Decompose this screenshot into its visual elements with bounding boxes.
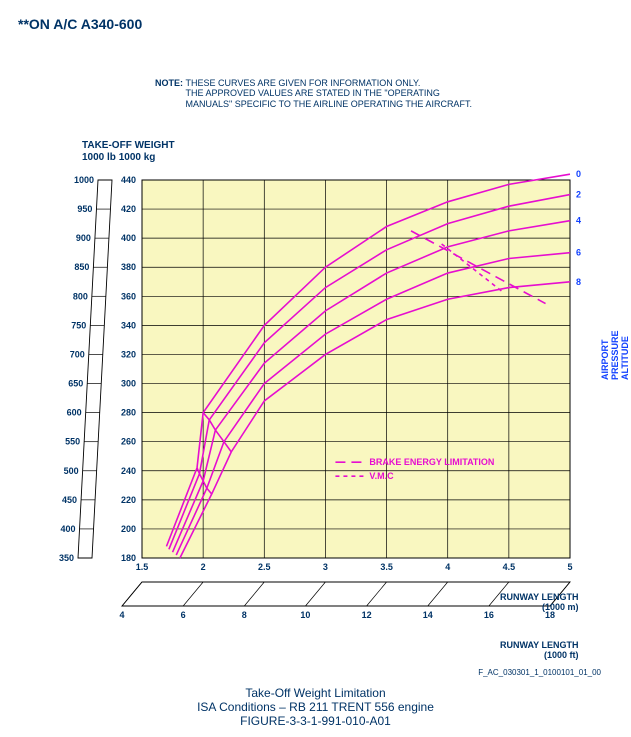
alt-tick: 6: [576, 248, 581, 258]
svg-text:320: 320: [121, 349, 136, 359]
svg-text:4: 4: [119, 610, 124, 620]
svg-text:400: 400: [61, 524, 76, 534]
svg-text:700: 700: [70, 349, 85, 359]
x-axis-label-m-1: RUNWAY LENGTH: [500, 592, 579, 602]
svg-text:300: 300: [121, 379, 136, 389]
chart: 1.522.533.544.55440420400380360340320300…: [0, 0, 631, 737]
svg-text:360: 360: [121, 291, 136, 301]
svg-text:750: 750: [71, 320, 86, 330]
svg-text:4.5: 4.5: [503, 562, 516, 572]
svg-text:10: 10: [300, 610, 310, 620]
svg-text:400: 400: [121, 233, 136, 243]
svg-text:350: 350: [59, 553, 74, 563]
caption-line-2: ISA Conditions – RB 211 TRENT 556 engine: [0, 700, 631, 714]
svg-text:2.5: 2.5: [258, 562, 271, 572]
svg-text:1.5: 1.5: [136, 562, 149, 572]
svg-text:380: 380: [121, 262, 136, 272]
svg-text:14: 14: [423, 610, 433, 620]
svg-text:8: 8: [242, 610, 247, 620]
x-axis-label-m: RUNWAY LENGTH (1000 m): [500, 592, 579, 612]
svg-text:950: 950: [77, 204, 92, 214]
svg-text:340: 340: [121, 320, 136, 330]
x-axis-label-m-2: (1000 m): [542, 602, 579, 612]
legend-brake-label: BRAKE ENERGY LIMITATION: [369, 457, 494, 467]
svg-text:12: 12: [362, 610, 372, 620]
svg-text:450: 450: [62, 495, 77, 505]
x-axis-label-ft: RUNWAY LENGTH (1000 ft): [500, 640, 579, 660]
svg-text:1000: 1000: [74, 175, 94, 185]
svg-text:240: 240: [121, 466, 136, 476]
svg-text:260: 260: [121, 437, 136, 447]
figure-code: F_AC_030301_1_0100101_01_00: [478, 668, 601, 677]
alt-tick: 2: [576, 190, 581, 200]
svg-text:5: 5: [567, 562, 572, 572]
ft-tick: [428, 582, 448, 606]
caption-line-1: Take-Off Weight Limitation: [0, 686, 631, 700]
svg-text:4: 4: [445, 562, 450, 572]
svg-text:440: 440: [121, 175, 136, 185]
svg-text:200: 200: [121, 524, 136, 534]
svg-text:800: 800: [73, 291, 88, 301]
svg-text:220: 220: [121, 495, 136, 505]
svg-text:280: 280: [121, 408, 136, 418]
alt-tick: 4: [576, 216, 581, 226]
svg-text:550: 550: [65, 437, 80, 447]
ft-tick: [305, 582, 325, 606]
plot-bg: [142, 180, 570, 558]
svg-text:900: 900: [76, 233, 91, 243]
svg-text:3.5: 3.5: [380, 562, 393, 572]
svg-text:6: 6: [181, 610, 186, 620]
svg-text:180: 180: [121, 553, 136, 563]
svg-text:3: 3: [323, 562, 328, 572]
svg-text:16: 16: [484, 610, 494, 620]
alt-tick: 0: [576, 169, 581, 179]
svg-text:600: 600: [67, 408, 82, 418]
alt-axis-label: AIRPORT PRESSURE ALTITUDE (1000 ft): [600, 331, 631, 381]
ft-tick: [367, 582, 387, 606]
svg-text:850: 850: [74, 262, 89, 272]
ft-tick: [122, 582, 142, 606]
svg-text:650: 650: [68, 379, 83, 389]
svg-text:2: 2: [201, 562, 206, 572]
svg-text:420: 420: [121, 204, 136, 214]
alt-tick: 8: [576, 277, 581, 287]
ft-tick: [183, 582, 203, 606]
x-axis-label-ft-1: RUNWAY LENGTH: [500, 640, 579, 650]
legend-vmc-label: V.M.C: [369, 471, 394, 481]
caption-line-3: FIGURE-3-3-1-991-010-A01: [0, 714, 631, 728]
svg-text:500: 500: [64, 466, 79, 476]
x-axis-label-ft-2: (1000 ft): [544, 650, 579, 660]
ft-tick: [244, 582, 264, 606]
